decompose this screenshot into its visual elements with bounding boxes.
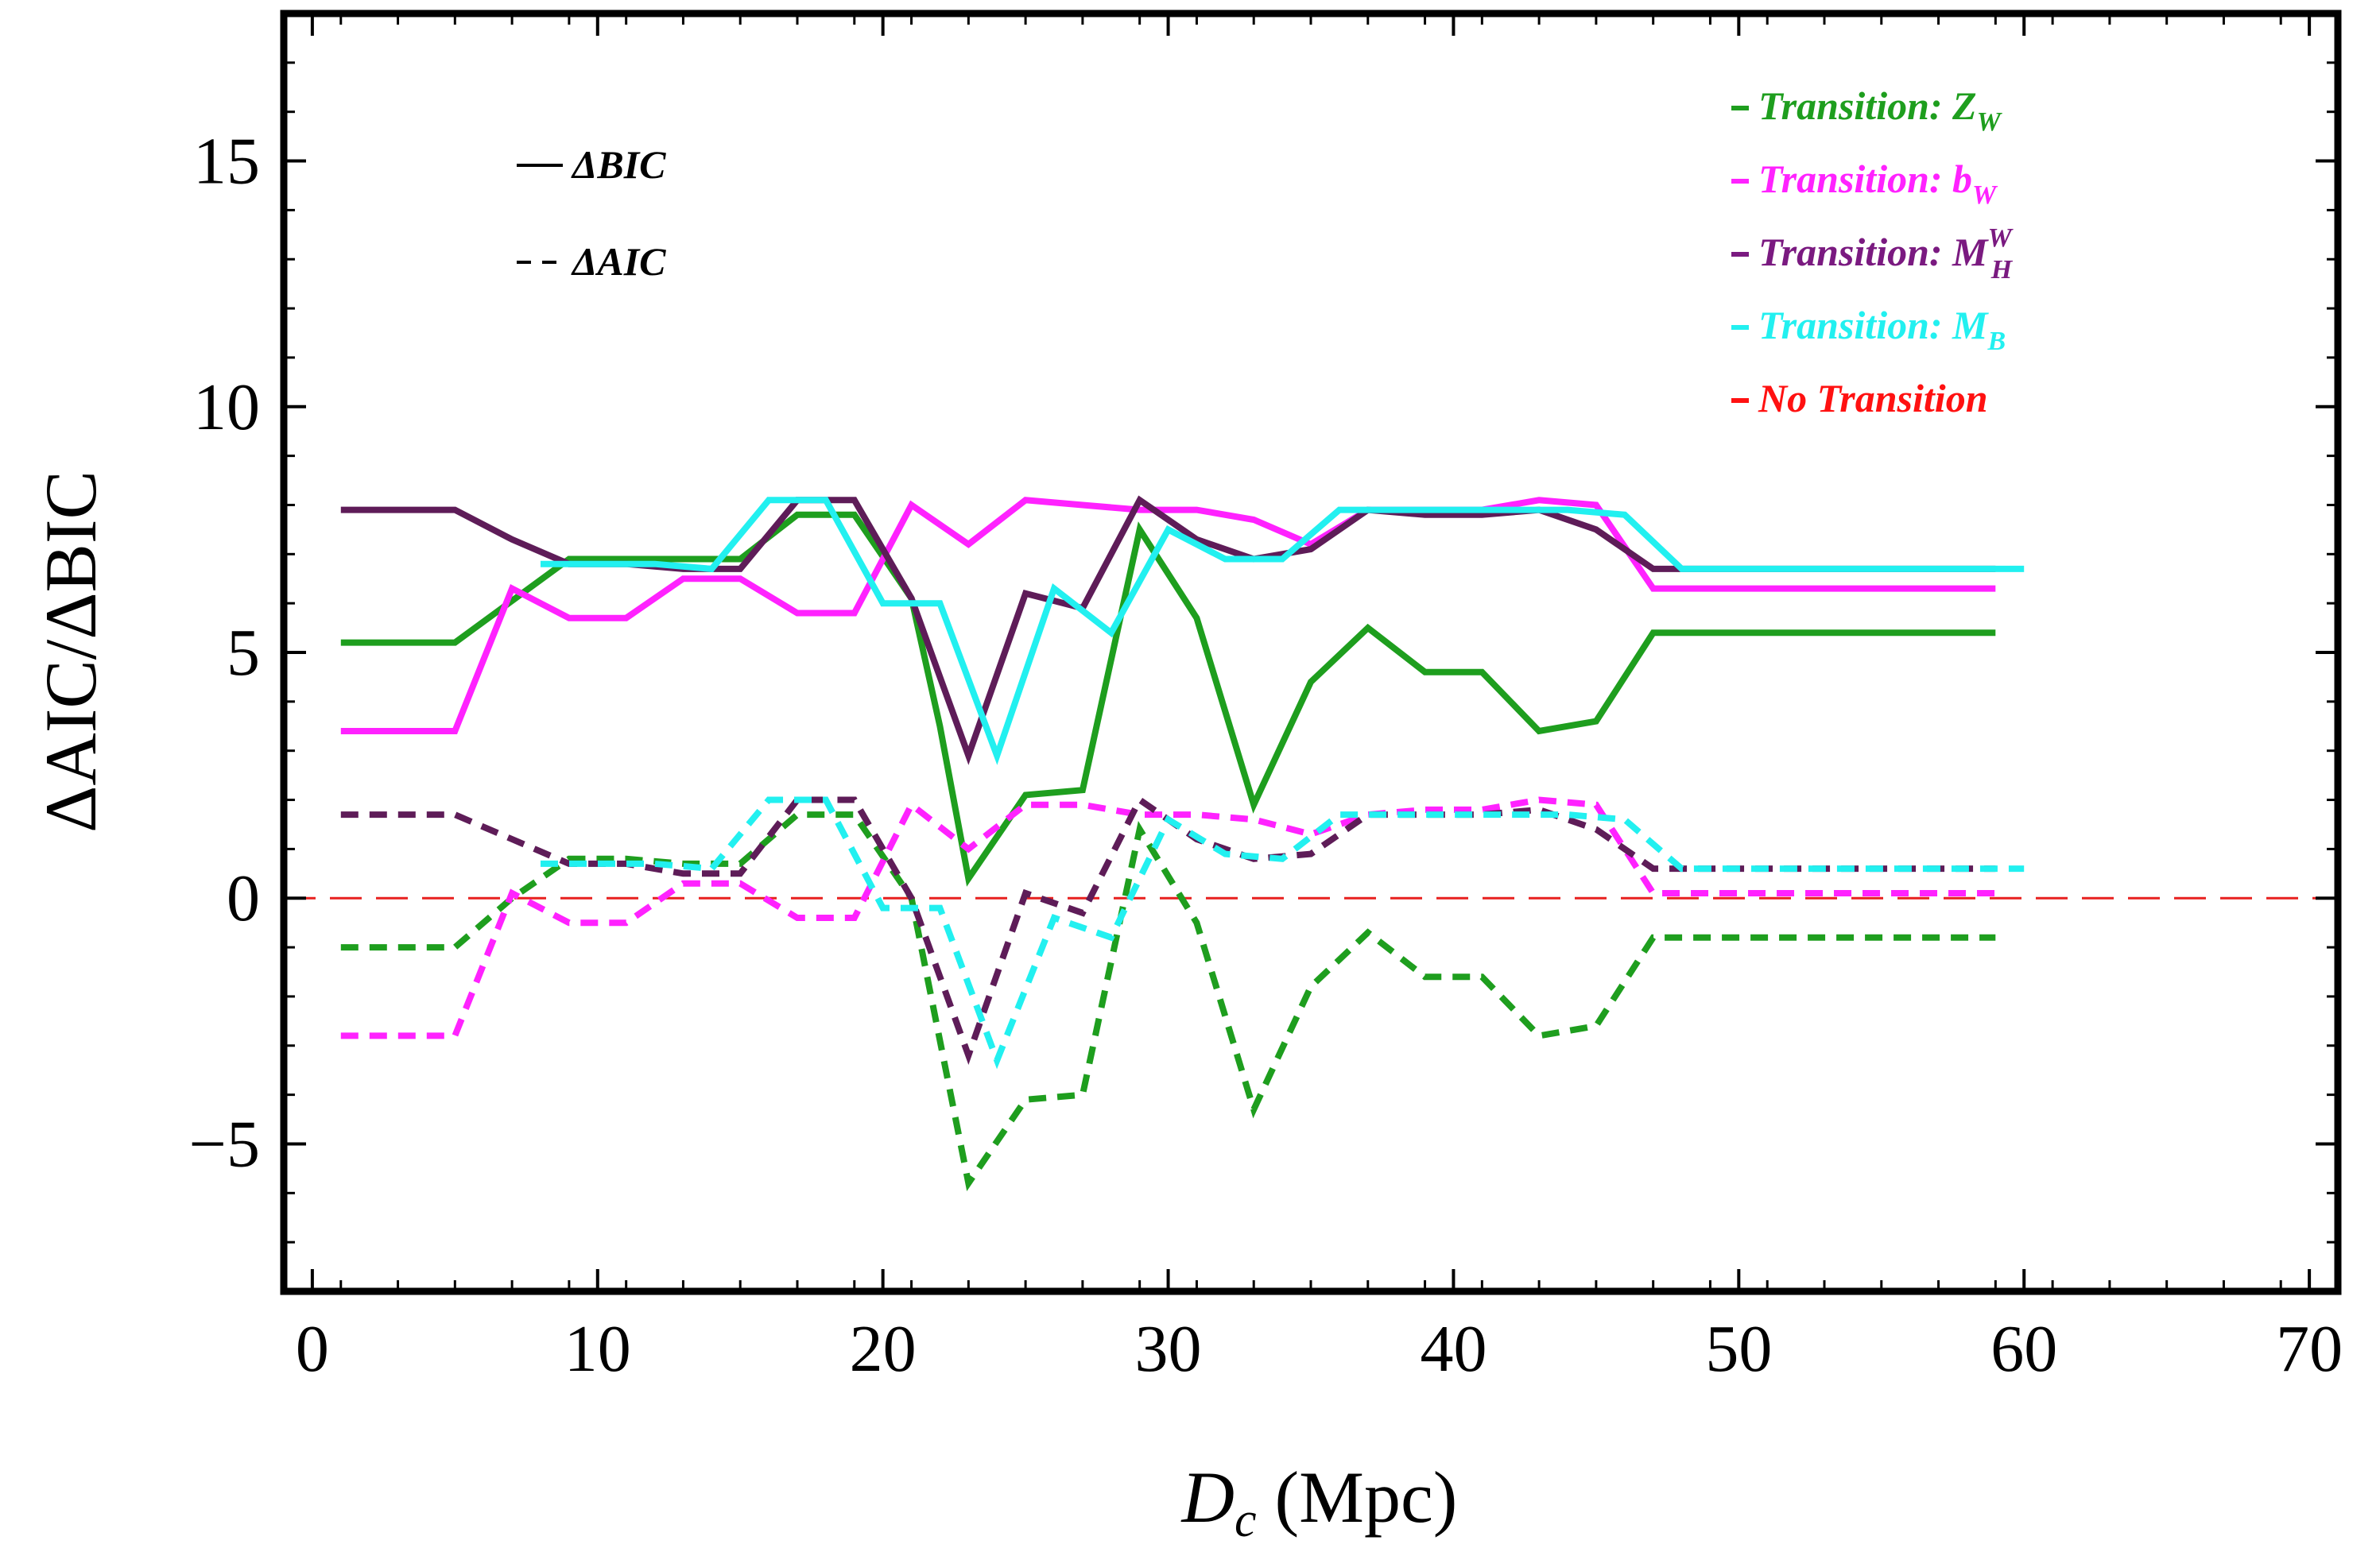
series-legend-prefix: Transition: M [1758, 303, 1989, 347]
style-legend-label: ΔBIC [571, 142, 666, 187]
series-line-0 [340, 511, 1996, 887]
x-tick-label: 30 [1135, 1312, 1202, 1386]
x-axis-title-sub: c [1235, 1493, 1257, 1547]
series-legend-label: Transition: ZW [1758, 83, 2003, 137]
series-legend-sub: B [1987, 327, 2006, 356]
x-tick-label: 70 [2276, 1312, 2343, 1386]
series-legend-prefix: Transition: M [1758, 230, 1989, 274]
series-legend-sub: W [1977, 107, 2003, 137]
series-line-4 [340, 811, 1996, 1192]
y-tick-label: 10 [193, 370, 260, 444]
x-axis-title: Dc (Mpc) [1180, 1457, 1458, 1547]
x-tick-label: 0 [296, 1312, 329, 1386]
series-layer [340, 495, 2025, 1192]
y-tick-label: 0 [227, 861, 260, 935]
series-legend-label: Transition: MB [1758, 303, 2006, 356]
series-legend-prefix: Transition: Z [1758, 83, 1977, 128]
x-tick-label: 40 [1420, 1312, 1487, 1386]
x-tick-label: 10 [564, 1312, 631, 1386]
series-legend-prefix: Transition: b [1758, 157, 1972, 201]
x-axis-title-main: D [1180, 1457, 1235, 1538]
series-legend-label: No Transition [1758, 376, 1988, 420]
series-legend-label: Transition: MW H [1758, 223, 2014, 284]
x-tick-label: 20 [850, 1312, 917, 1386]
x-tick-label: 60 [1990, 1312, 2057, 1386]
series-legend-label: Transition: bW [1758, 157, 1998, 210]
x-tick-label: 50 [1705, 1312, 1772, 1386]
x-axis-title-unit: (Mpc) [1257, 1457, 1458, 1538]
series-line-7 [541, 796, 2025, 1070]
series-legend-sub: H [1990, 255, 2014, 284]
series-legend-sup: W [1988, 223, 2014, 253]
series-legend-sub: W [1972, 180, 1998, 210]
y-tick-label: 15 [193, 125, 260, 199]
style-legend-label: ΔAIC [571, 239, 666, 284]
tick-labels: 0 10 20 30 40 50 60 70 −5 0 5 10 15 [189, 125, 2343, 1386]
y-axis-title: ΔAIC/ΔBIC [30, 470, 111, 833]
series-line-5 [340, 796, 1996, 1039]
y-tick-label: −5 [189, 1107, 260, 1181]
series-legend-prefix: No Transition [1758, 376, 1988, 420]
series-line-3 [541, 497, 2025, 765]
y-tick-label: 5 [227, 616, 260, 690]
plot-frame [280, 10, 2342, 1295]
line-style-legend: ΔBIC ΔAIC [517, 142, 666, 284]
